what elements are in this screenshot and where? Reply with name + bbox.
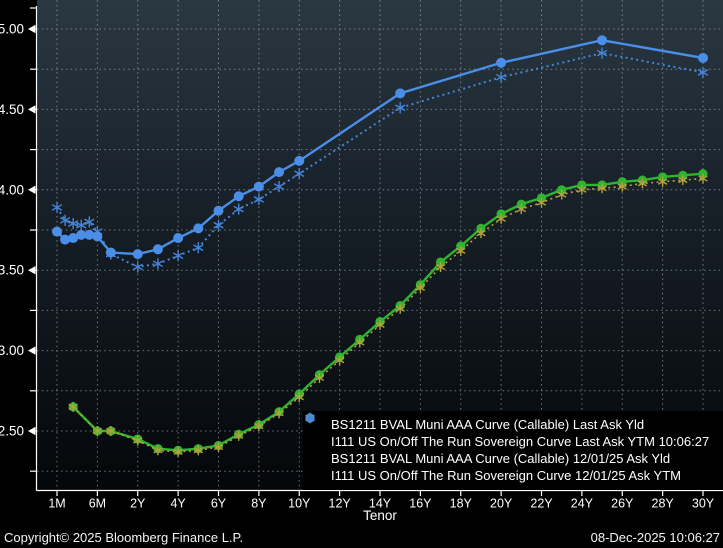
- svg-text:2Y: 2Y: [130, 497, 146, 511]
- svg-text:6M: 6M: [89, 497, 106, 511]
- svg-text:22Y: 22Y: [530, 497, 553, 511]
- muni-prior-curve: [68, 173, 708, 457]
- svg-text:30Y: 30Y: [692, 497, 715, 511]
- legend-item-sovereign-prior[interactable]: I111 US On/Off The Run Sovereign Curve 1…: [305, 412, 723, 484]
- x-axis-labels: 1M 6M 2Y 4Y 6Y 8Y 10Y 12Y 14Y 16Y 18Y 20Y 22Y 24Y 26Y 2…: [48, 490, 715, 511]
- svg-text:3.50: 3.50: [0, 263, 24, 278]
- svg-text:8Y: 8Y: [251, 497, 267, 511]
- svg-text:20Y: 20Y: [490, 497, 513, 511]
- sovereign-last-curve: [52, 35, 708, 260]
- legend-label: BS1211 BVAL Muni AAA Curve (Callable) 12…: [331, 451, 671, 466]
- svg-text:4.00: 4.00: [0, 182, 24, 197]
- svg-text:6Y: 6Y: [211, 497, 227, 511]
- svg-text:16Y: 16Y: [409, 497, 432, 511]
- svg-text:4.50: 4.50: [0, 102, 24, 117]
- sovereign-prior-curve: [51, 47, 709, 273]
- legend-item-muni-last[interactable]: BS1211 BVAL Muni AAA Curve (Callable) La…: [305, 413, 723, 433]
- svg-text:1M: 1M: [48, 497, 65, 511]
- legend-label: I111 US On/Off The Run Sovereign Curve 1…: [331, 468, 681, 483]
- svg-text:12Y: 12Y: [329, 497, 352, 511]
- svg-text:4Y: 4Y: [170, 497, 186, 511]
- legend-label: BS1211 BVAL Muni AAA Curve (Callable) La…: [331, 417, 645, 432]
- x-axis-title: Tenor: [363, 508, 397, 523]
- timestamp-text: 08-Dec-2025 10:06:27: [590, 530, 720, 545]
- svg-text:24Y: 24Y: [571, 497, 594, 511]
- svg-text:5.00: 5.00: [0, 22, 24, 37]
- svg-text:26Y: 26Y: [611, 497, 634, 511]
- legend-item-sovereign-last[interactable]: I111 US On/Off The Run Sovereign Curve L…: [305, 413, 723, 450]
- copyright-text: Copyright© 2025 Bloomberg Finance L.P.: [4, 530, 244, 545]
- svg-text:14Y: 14Y: [369, 497, 392, 511]
- svg-text:18Y: 18Y: [450, 497, 473, 511]
- svg-text:28Y: 28Y: [652, 497, 675, 511]
- svg-text:10Y: 10Y: [288, 497, 311, 511]
- y-axis-labels: 2.50 3.00 3.50 4.00 4.50 5.00: [0, 22, 36, 439]
- chart-legend: BS1211 BVAL Muni AAA Curve (Callable) La…: [303, 411, 723, 490]
- svg-text:3.00: 3.00: [0, 343, 24, 358]
- legend-label: I111 US On/Off The Run Sovereign Curve L…: [331, 434, 710, 449]
- svg-text:2.50: 2.50: [0, 424, 24, 439]
- legend-item-muni-prior[interactable]: BS1211 BVAL Muni AAA Curve (Callable) 12…: [305, 412, 723, 467]
